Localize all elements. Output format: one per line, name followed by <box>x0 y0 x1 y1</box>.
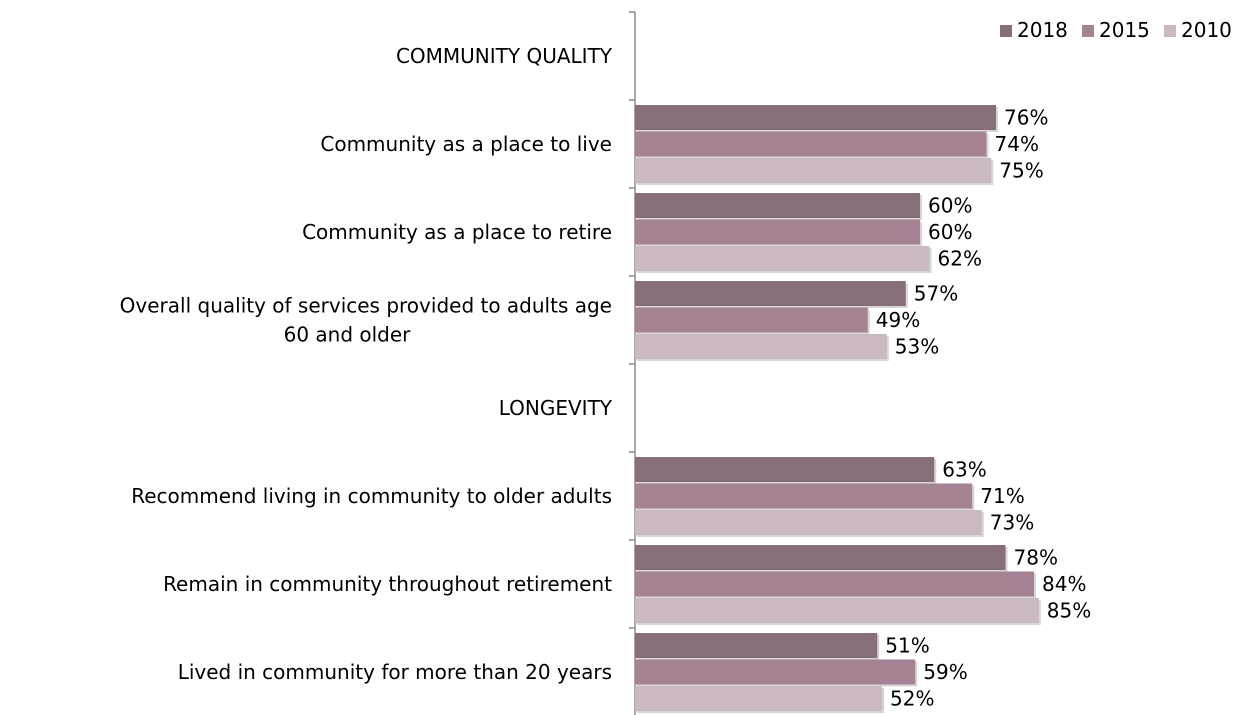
bar-2015 <box>635 219 920 245</box>
bar-2015 <box>635 483 973 509</box>
category-label: Community as a place to retire <box>302 220 612 244</box>
legend-swatch-2015 <box>1082 25 1094 37</box>
value-label: 78% <box>1014 546 1058 570</box>
bar-2015 <box>635 571 1034 597</box>
value-label: 85% <box>1047 599 1091 623</box>
value-label: 59% <box>923 660 967 684</box>
bar-2010 <box>635 334 887 359</box>
category-label: Remain in community throughout retiremen… <box>163 572 612 596</box>
legend-label-2010: 2010 <box>1181 18 1232 42</box>
category-label: Community as a place to live <box>320 132 612 156</box>
value-label-bg <box>889 335 940 359</box>
bar-2010 <box>635 686 882 711</box>
value-label-bg <box>989 132 1040 157</box>
value-label-bg <box>1008 546 1059 570</box>
legend-swatch-2010 <box>1164 25 1176 37</box>
value-label-bg <box>908 282 959 306</box>
value-label-bg <box>975 484 1026 509</box>
value-label-bg <box>885 687 935 711</box>
value-label-bg <box>880 634 931 658</box>
bar-2018 <box>635 457 935 482</box>
category-label: COMMUNITY QUALITY <box>396 44 613 68</box>
category-label: Overall quality of services provided to … <box>120 294 612 347</box>
value-label-bg <box>1041 599 1092 623</box>
bar-2018 <box>635 633 878 658</box>
category-label: Recommend living in community to older a… <box>131 484 612 508</box>
bar-2015 <box>635 131 987 157</box>
value-label: 52% <box>890 687 934 711</box>
labels-layer: COMMUNITY QUALITY Community as a place to… <box>120 44 1092 711</box>
value-label-bg <box>937 458 988 482</box>
value-label-bg <box>1037 572 1087 597</box>
value-label-bg <box>923 194 973 218</box>
value-label: 51% <box>885 634 929 658</box>
value-label: 57% <box>914 282 958 306</box>
value-label: 60% <box>928 194 972 218</box>
value-label: 63% <box>942 458 986 482</box>
axis-layer <box>629 11 636 715</box>
value-label-bg <box>984 511 1035 535</box>
legend-label-2015: 2015 <box>1099 18 1150 42</box>
value-label: 60% <box>928 220 972 244</box>
bar-2018 <box>635 193 920 218</box>
value-label: 73% <box>990 511 1034 535</box>
bar-2018 <box>635 545 1006 570</box>
value-label: 49% <box>876 308 920 332</box>
category-label: Lived in community for more than 20 year… <box>178 660 612 684</box>
value-label-bg <box>932 247 983 271</box>
value-label: 62% <box>938 247 982 271</box>
bar-2015 <box>635 307 868 333</box>
bar-2010 <box>635 158 992 183</box>
value-label: 74% <box>995 132 1039 156</box>
legend: 2018 2015 2010 <box>1000 18 1232 42</box>
value-label: 75% <box>999 159 1043 183</box>
bar-2010 <box>635 510 982 535</box>
bars-layer <box>635 105 1041 713</box>
value-label: 84% <box>1042 572 1086 596</box>
bar-2018 <box>635 281 906 306</box>
value-label-bg <box>923 220 973 245</box>
value-label-bg <box>918 660 969 685</box>
legend-swatch-2018 <box>1000 25 1012 37</box>
value-label: 71% <box>980 484 1024 508</box>
value-label-bg <box>999 106 1049 130</box>
category-label: LONGEVITY <box>499 396 613 420</box>
value-label: 53% <box>895 335 939 359</box>
bar-2010 <box>635 246 930 271</box>
value-label: 76% <box>1004 106 1048 130</box>
value-label-bg <box>994 159 1045 183</box>
bar-2010 <box>635 598 1039 623</box>
legend-label-2018: 2018 <box>1017 18 1068 42</box>
value-label-bg <box>870 308 921 333</box>
bar-2018 <box>635 105 996 130</box>
bar-2015 <box>635 659 916 685</box>
